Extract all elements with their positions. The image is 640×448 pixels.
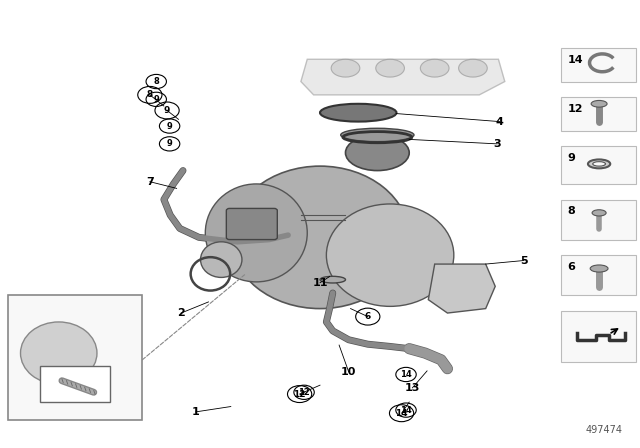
Text: 9: 9 [164,106,170,115]
Text: 7: 7 [146,177,154,187]
Bar [561,199,636,240]
Text: 4: 4 [496,116,504,127]
Text: 9: 9 [154,95,159,104]
Ellipse shape [320,104,396,121]
FancyBboxPatch shape [227,208,277,240]
Text: 14: 14 [400,370,412,379]
Ellipse shape [591,100,607,107]
Bar [561,97,636,130]
Text: 12: 12 [293,390,306,399]
Ellipse shape [200,242,242,277]
Text: 1: 1 [192,407,200,417]
Bar [561,48,636,82]
Text: 10: 10 [341,367,356,377]
Text: 8: 8 [154,77,159,86]
Ellipse shape [420,59,449,77]
Bar [561,146,636,184]
Bar [561,255,636,295]
Text: 6: 6 [567,262,575,272]
Ellipse shape [590,265,608,272]
Ellipse shape [593,162,605,166]
Text: 9: 9 [567,153,575,163]
Text: 8: 8 [567,206,575,216]
Ellipse shape [326,204,454,306]
Ellipse shape [205,184,307,282]
Text: 9: 9 [167,121,173,130]
Bar [40,366,109,402]
Text: 2: 2 [177,308,185,318]
Text: 14: 14 [567,55,583,65]
Ellipse shape [592,210,606,216]
Text: 12: 12 [298,388,310,397]
Ellipse shape [320,276,346,283]
Bar [561,311,636,362]
Text: 12: 12 [567,104,583,114]
Text: 6: 6 [365,312,371,321]
Ellipse shape [331,59,360,77]
Ellipse shape [588,159,611,168]
Text: 497474: 497474 [586,426,623,435]
Ellipse shape [459,59,487,77]
Polygon shape [428,264,495,313]
Polygon shape [301,59,505,95]
Text: 14: 14 [396,409,408,418]
Ellipse shape [20,322,97,384]
Text: 11: 11 [312,278,328,288]
Ellipse shape [376,59,404,77]
Text: 5: 5 [520,255,528,266]
Text: 14: 14 [400,405,412,414]
Text: 3: 3 [493,139,501,149]
Ellipse shape [340,128,414,142]
Text: 13: 13 [404,383,420,393]
Text: 8: 8 [147,90,153,99]
Bar [8,295,141,420]
Text: 9: 9 [167,139,173,148]
Ellipse shape [346,135,409,171]
Ellipse shape [231,166,409,309]
Text: 15: 15 [58,328,73,338]
